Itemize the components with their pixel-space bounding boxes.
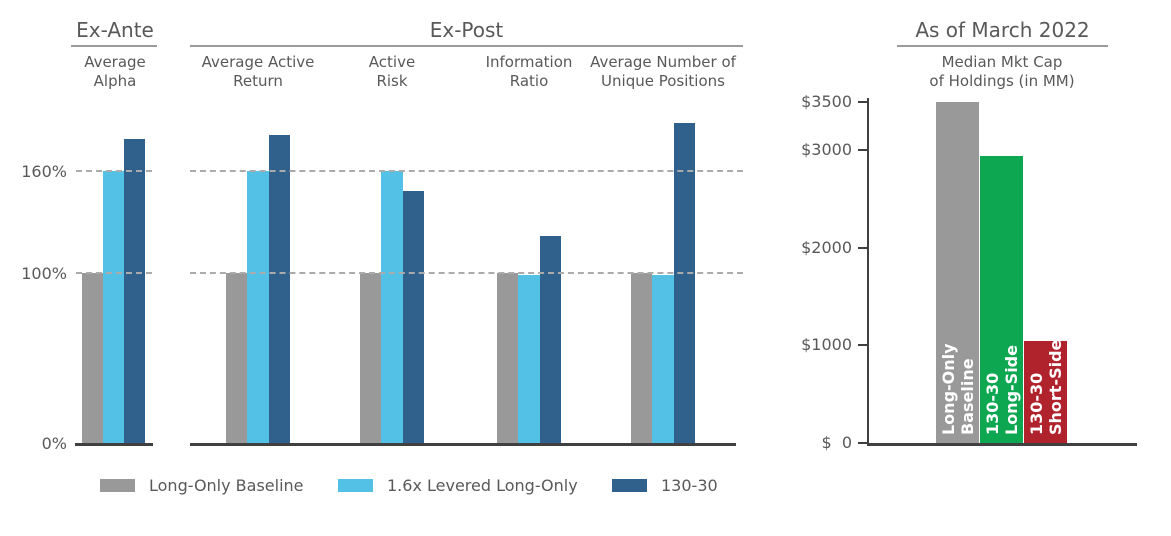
bar-1-6x-levered-long-only-3 — [652, 274, 674, 443]
col-label-median-mkt-cap: Median Mkt Cap of Holdings (in MM) — [922, 53, 1082, 90]
legend-swatch-130-30 — [612, 479, 647, 492]
bar-130-30-0 — [268, 135, 291, 443]
bar-long-only-baseline — [936, 101, 979, 443]
bar-130-30-short-side — [1024, 340, 1067, 443]
bar-long-only-baseline-0 — [225, 273, 248, 443]
col-label-unique-positions: Average Number of Unique Positions — [578, 53, 748, 90]
col-label-average-active-return: Average Active Return — [178, 53, 338, 90]
bar-long-only-baseline-3 — [630, 273, 653, 443]
y-tick-$ 0: $ 0 — [821, 433, 852, 452]
y-tick-mark — [858, 100, 867, 103]
y-tick-0%: 0% — [41, 434, 67, 453]
legend-swatch-long-only-baseline — [100, 479, 135, 492]
y-axis — [866, 98, 869, 445]
legend-item-long-only-baseline: Long-Only Baseline — [100, 476, 304, 495]
y-tick-mark — [858, 442, 867, 444]
bar-130-30-long-side — [980, 156, 1023, 443]
x-axis — [866, 443, 1137, 446]
ex-post-title-underline — [190, 45, 743, 47]
inbar-label-line: Long-Only — [939, 343, 958, 435]
legend-label: 1.6x Levered Long-Only — [387, 476, 578, 495]
col-label-line: Average — [84, 53, 146, 71]
col-label-line: Ratio — [509, 71, 549, 90]
col-label-active-risk: Active Risk — [332, 53, 452, 90]
y-tick-mark — [858, 246, 867, 249]
gridline-100pct — [190, 272, 743, 274]
bar-long-only-baseline-2 — [496, 273, 519, 443]
x-axis — [75, 443, 153, 446]
col-label-line: Average Active — [201, 53, 315, 71]
inbar-label-line: 130-30 — [1027, 372, 1046, 435]
y-tick-160%: 160% — [21, 162, 67, 181]
y-tick-$3500: $3500 — [801, 91, 852, 111]
y-tick-$1000: $1000 — [801, 335, 852, 355]
inbar-label-line: Long-Side — [1002, 345, 1021, 435]
bar-1-6x-levered-long-only-0 — [103, 171, 124, 443]
legend-item-130-30: 130-30 — [612, 476, 718, 495]
col-label-line: of Holdings (in MM) — [929, 71, 1075, 90]
ex-ante-title: Ex-Ante — [76, 18, 154, 42]
bar-130-30-0 — [124, 138, 145, 443]
y-tick-$2000: $2000 — [801, 237, 852, 257]
x-axis — [190, 443, 736, 446]
col-label-line: Risk — [376, 71, 408, 90]
col-label-line: Alpha — [93, 71, 137, 90]
inbar-label-130-30-long-side: 130-30 Long-Side — [983, 273, 1021, 443]
col-label-average-alpha: Average Alpha — [65, 53, 165, 90]
y-tick-mark — [858, 344, 867, 347]
as-of-date-title: As of March 2022 — [915, 18, 1090, 42]
bar-1-6x-levered-long-only-0 — [247, 171, 269, 443]
legend-label: Long-Only Baseline — [149, 476, 304, 495]
col-label-line: Median Mkt Cap — [941, 53, 1063, 71]
gridline-100pct — [76, 272, 152, 274]
bar-1-6x-levered-long-only-1 — [381, 171, 403, 443]
gridline-160pct — [76, 170, 152, 172]
col-label-information-ratio: Information Ratio — [459, 53, 599, 90]
inbar-label-130-30-short-side: 130-30 Short-Side — [1027, 273, 1065, 443]
col-label-line: Information — [485, 53, 573, 71]
inbar-label-line: Short-Side — [1046, 339, 1065, 435]
ex-ante-title-underline — [71, 45, 157, 47]
y-tick-mark — [858, 149, 867, 152]
ex-post-title: Ex-Post — [429, 18, 504, 42]
inbar-label-line: 130-30 — [983, 372, 1002, 435]
legend-swatch-levered-long-only — [338, 479, 373, 492]
bar-130-30-1 — [402, 191, 425, 443]
col-label-line: Average Number of — [590, 53, 736, 71]
legend-item-levered-long-only: 1.6x Levered Long-Only — [338, 476, 578, 495]
col-label-line: Return — [233, 71, 283, 90]
bar-long-only-baseline-1 — [359, 273, 382, 443]
bar-1-6x-levered-long-only-2 — [518, 274, 540, 443]
bar-130-30-2 — [539, 235, 562, 443]
col-label-line: Unique Positions — [601, 71, 725, 90]
inbar-label-long-only-baseline: Long-Only Baseline — [939, 273, 977, 443]
bar-long-only-baseline-0 — [82, 273, 103, 443]
y-tick-100%: 100% — [21, 264, 67, 283]
gridline-160pct — [190, 170, 743, 172]
inbar-label-line: Baseline — [958, 358, 977, 435]
y-tick-$3000: $3000 — [801, 140, 852, 160]
col-label-line: Active — [368, 53, 416, 71]
legend-label: 130-30 — [661, 476, 718, 495]
as-of-date-title-underline — [897, 45, 1108, 47]
bar-130-30-3 — [673, 123, 696, 443]
